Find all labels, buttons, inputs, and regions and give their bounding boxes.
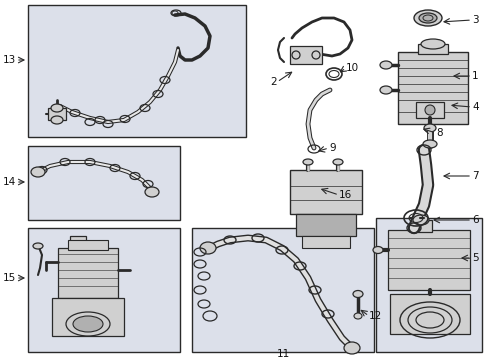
Circle shape — [425, 105, 435, 115]
Ellipse shape — [380, 61, 392, 69]
Text: 2: 2 — [270, 77, 277, 87]
Ellipse shape — [333, 159, 343, 165]
Bar — [416, 102, 444, 118]
Ellipse shape — [380, 86, 392, 94]
Bar — [52, 298, 124, 336]
Text: 7: 7 — [472, 171, 479, 181]
Text: 15: 15 — [3, 273, 16, 283]
Ellipse shape — [73, 316, 103, 332]
Text: 12: 12 — [369, 311, 382, 321]
Bar — [302, 236, 350, 248]
Bar — [390, 294, 470, 334]
Ellipse shape — [424, 124, 436, 132]
Ellipse shape — [33, 243, 43, 249]
Text: 8: 8 — [436, 128, 442, 138]
Ellipse shape — [200, 242, 216, 254]
Bar — [290, 46, 322, 64]
Ellipse shape — [344, 342, 360, 354]
Text: 6: 6 — [472, 215, 479, 225]
Ellipse shape — [416, 312, 444, 328]
Bar — [290, 170, 362, 214]
Ellipse shape — [423, 140, 437, 148]
Bar — [68, 240, 108, 250]
Bar — [388, 230, 470, 290]
Ellipse shape — [414, 10, 442, 26]
Ellipse shape — [353, 291, 363, 297]
Text: 13: 13 — [3, 55, 16, 65]
Bar — [296, 214, 356, 236]
Text: 3: 3 — [472, 15, 479, 25]
Bar — [70, 236, 86, 248]
Bar — [28, 146, 180, 220]
Ellipse shape — [51, 116, 63, 124]
Bar — [192, 228, 374, 352]
Bar — [410, 220, 432, 232]
Bar — [28, 5, 246, 137]
Ellipse shape — [303, 159, 313, 165]
Ellipse shape — [51, 104, 63, 112]
Bar — [376, 218, 482, 352]
Text: 11: 11 — [276, 349, 290, 359]
Text: 14: 14 — [3, 177, 16, 187]
Text: 1: 1 — [472, 71, 479, 81]
Ellipse shape — [354, 313, 362, 319]
Ellipse shape — [421, 39, 445, 49]
Text: 16: 16 — [339, 190, 352, 200]
Text: 10: 10 — [346, 63, 359, 73]
Ellipse shape — [413, 215, 429, 225]
Bar — [48, 108, 66, 120]
Ellipse shape — [419, 13, 437, 23]
Ellipse shape — [373, 247, 383, 253]
Bar — [398, 52, 468, 124]
Bar — [58, 248, 118, 298]
Ellipse shape — [66, 312, 110, 336]
Ellipse shape — [145, 187, 159, 197]
Bar — [28, 228, 180, 352]
Text: 9: 9 — [329, 143, 336, 153]
Ellipse shape — [31, 167, 45, 177]
Text: 4: 4 — [472, 102, 479, 112]
Bar — [418, 44, 448, 54]
Text: 5: 5 — [472, 253, 479, 263]
